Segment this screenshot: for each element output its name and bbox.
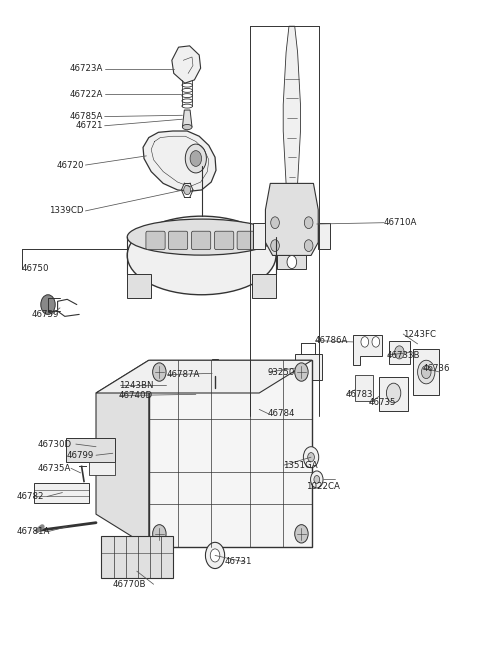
Circle shape	[361, 337, 369, 347]
Polygon shape	[265, 183, 318, 255]
Text: 46733B: 46733B	[386, 350, 420, 360]
Circle shape	[239, 386, 249, 400]
Polygon shape	[283, 26, 300, 183]
Polygon shape	[143, 131, 216, 191]
FancyBboxPatch shape	[168, 231, 188, 250]
Text: 46720: 46720	[57, 160, 84, 170]
Text: 46786A: 46786A	[314, 336, 348, 345]
Circle shape	[210, 386, 220, 400]
Circle shape	[308, 453, 314, 462]
Circle shape	[304, 240, 313, 252]
Ellipse shape	[182, 124, 192, 130]
Circle shape	[418, 360, 435, 384]
Polygon shape	[379, 377, 408, 411]
Circle shape	[271, 240, 279, 252]
Text: 46782: 46782	[17, 492, 44, 501]
Polygon shape	[252, 274, 276, 298]
Text: 46750: 46750	[22, 264, 49, 273]
Text: 46783: 46783	[346, 390, 373, 399]
Polygon shape	[34, 483, 89, 503]
Text: 46735A: 46735A	[37, 464, 71, 473]
Circle shape	[287, 255, 297, 269]
Polygon shape	[264, 400, 272, 419]
Polygon shape	[66, 438, 115, 462]
Circle shape	[184, 185, 191, 195]
Polygon shape	[127, 274, 151, 298]
Text: 46785A: 46785A	[70, 112, 103, 121]
Circle shape	[190, 151, 202, 166]
Polygon shape	[172, 46, 201, 83]
Ellipse shape	[127, 219, 276, 255]
Text: 46781A: 46781A	[17, 527, 50, 536]
Polygon shape	[101, 536, 173, 578]
Text: 46722A: 46722A	[70, 90, 103, 99]
Text: 46799: 46799	[66, 451, 94, 460]
Circle shape	[295, 363, 308, 381]
Polygon shape	[389, 341, 410, 364]
Polygon shape	[253, 223, 265, 249]
Text: 1351GA: 1351GA	[283, 460, 318, 470]
Circle shape	[303, 447, 319, 468]
Polygon shape	[96, 360, 312, 393]
Text: 46736: 46736	[422, 364, 450, 373]
Text: 46730D: 46730D	[37, 440, 72, 449]
Circle shape	[386, 383, 401, 403]
Ellipse shape	[127, 216, 276, 295]
Polygon shape	[196, 380, 251, 406]
Text: 46759: 46759	[31, 310, 59, 319]
FancyBboxPatch shape	[146, 231, 165, 250]
Circle shape	[210, 549, 220, 562]
Circle shape	[153, 363, 166, 381]
Circle shape	[304, 217, 313, 229]
Polygon shape	[355, 375, 373, 401]
Polygon shape	[96, 360, 149, 547]
Text: 46723A: 46723A	[70, 64, 103, 73]
Polygon shape	[212, 359, 218, 376]
FancyBboxPatch shape	[237, 231, 256, 250]
Circle shape	[153, 525, 166, 543]
Text: 46721: 46721	[76, 121, 103, 130]
Circle shape	[185, 144, 206, 173]
Polygon shape	[295, 354, 322, 380]
Text: 46770B: 46770B	[113, 580, 146, 589]
Circle shape	[201, 386, 210, 400]
Circle shape	[229, 386, 239, 400]
Circle shape	[372, 337, 380, 347]
Text: 46787A: 46787A	[167, 370, 201, 379]
Text: 46784: 46784	[268, 409, 295, 419]
Circle shape	[271, 217, 279, 229]
Text: 1022CA: 1022CA	[306, 481, 340, 491]
Polygon shape	[149, 360, 312, 547]
Circle shape	[311, 471, 323, 488]
Text: 1339CD: 1339CD	[49, 206, 84, 215]
Circle shape	[395, 346, 404, 359]
Polygon shape	[413, 349, 439, 395]
Polygon shape	[318, 223, 330, 249]
Circle shape	[41, 295, 55, 314]
Polygon shape	[277, 255, 306, 269]
Text: 1243BN: 1243BN	[119, 381, 154, 390]
Polygon shape	[353, 335, 382, 365]
Circle shape	[421, 365, 431, 379]
FancyBboxPatch shape	[215, 231, 234, 250]
Text: 1243FC: 1243FC	[403, 329, 436, 339]
Circle shape	[314, 476, 320, 483]
Text: 46710A: 46710A	[384, 218, 418, 227]
Polygon shape	[182, 110, 192, 127]
Text: 93250: 93250	[268, 367, 295, 377]
Text: 46731: 46731	[225, 557, 252, 567]
Polygon shape	[166, 377, 175, 393]
Circle shape	[220, 386, 229, 400]
Text: 46740D: 46740D	[119, 391, 153, 400]
FancyBboxPatch shape	[192, 231, 211, 250]
Circle shape	[205, 542, 225, 569]
Circle shape	[295, 525, 308, 543]
Polygon shape	[89, 462, 115, 475]
Text: 46735: 46735	[369, 398, 396, 407]
